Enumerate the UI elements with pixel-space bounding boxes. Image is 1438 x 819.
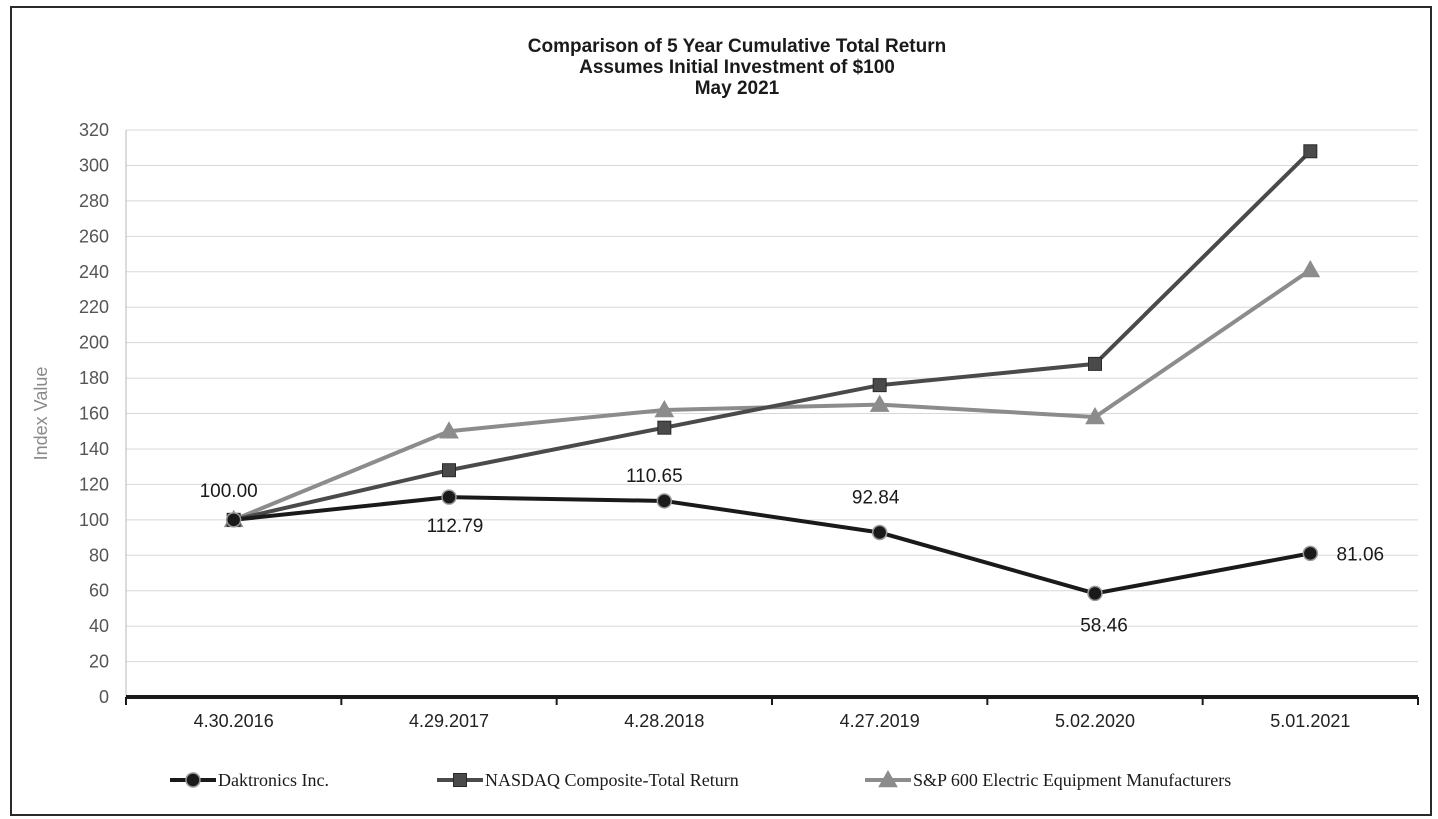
title-line-3: May 2021	[695, 78, 780, 99]
data-label: 100.00	[200, 481, 258, 502]
y-tick-label: 40	[89, 616, 109, 636]
x-tick-label: 4.29.2017	[409, 711, 489, 731]
data-point-square	[657, 420, 672, 435]
series-square	[226, 144, 1318, 527]
legend-swatch-marker	[185, 772, 201, 788]
chart-frame	[10, 6, 1432, 816]
y-tick-label: 200	[79, 333, 109, 353]
legend-item-circle: Daktronics Inc.	[170, 770, 329, 790]
y-tick-label: 20	[89, 652, 109, 672]
data-label: 110.65	[626, 466, 683, 487]
x-tick-label: 5.02.2020	[1055, 711, 1135, 731]
data-point-circle	[1087, 585, 1103, 602]
data-point-triangle	[654, 399, 675, 418]
data-point-square	[872, 378, 887, 393]
y-tick-label: 300	[79, 155, 109, 175]
title-line-2: Assumes Initial Investment of $100	[579, 57, 895, 78]
data-point-square	[442, 463, 456, 478]
x-tick-label: 4.28.2018	[624, 711, 704, 731]
y-tick-label: 320	[79, 120, 109, 140]
series-lines	[223, 144, 1321, 602]
series-line-square	[233, 149, 1312, 522]
y-tick-label: 120	[79, 474, 109, 494]
data-point-circle	[871, 524, 888, 541]
chart-title: Comparison of 5 Year Cumulative Total Re…	[528, 36, 946, 99]
legend-label: S&P 600 Electric Equipment Manufacturers	[913, 770, 1231, 790]
data-point-circle	[1302, 545, 1319, 562]
legend-label: Daktronics Inc.	[218, 770, 329, 790]
y-tick-label: 160	[79, 404, 109, 424]
legend-label: NASDAQ Composite-Total Return	[485, 770, 739, 790]
series-triangle	[223, 259, 1321, 528]
x-tick-label: 4.30.2016	[194, 711, 274, 731]
x-tick-label: 4.27.2019	[840, 711, 920, 731]
x-axis: 4.30.2016 4.29.2017 4.28.2018 4.27.2019 5.02…	[125, 695, 1419, 731]
y-tick-label: 140	[79, 439, 109, 459]
y-tick-label: 80	[89, 545, 109, 565]
gridlines	[126, 129, 1418, 663]
data-label: 112.79	[427, 516, 484, 537]
data-point-square	[1088, 356, 1102, 371]
data-label: 92.84	[852, 487, 900, 508]
y-axis: 0 20 40 60 80 100 120 140 160 180 200 220 240 260 280 3…	[31, 120, 127, 707]
data-point-circle	[656, 493, 673, 509]
title-line-1: Comparison of 5 Year Cumulative Total Re…	[528, 36, 946, 57]
data-point-circle	[225, 512, 242, 528]
data-point-triangle	[1085, 407, 1105, 425]
y-tick-label: 100	[79, 510, 109, 530]
series-line-circle	[233, 495, 1311, 596]
x-tick-label: 5.01.2021	[1270, 711, 1350, 731]
legend-swatch-marker	[878, 769, 898, 788]
legend-item-triangle: S&P 600 Electric Equipment Manufacturers	[865, 769, 1231, 790]
series-circle	[225, 489, 1319, 602]
y-tick-label: 0	[99, 687, 109, 707]
legend: Daktronics Inc. NASDAQ Composite-Total Re…	[170, 769, 1231, 790]
y-tick-label: 60	[89, 581, 109, 601]
data-label: 81.06	[1337, 544, 1385, 565]
y-tick-label: 220	[79, 297, 109, 317]
y-tick-label: 240	[79, 262, 109, 282]
y-tick-label: 180	[79, 368, 109, 388]
y-tick-label: 280	[79, 191, 109, 211]
legend-item-square: NASDAQ Composite-Total Return	[437, 770, 739, 790]
data-label: 58.46	[1080, 615, 1128, 636]
legend-swatch-marker	[453, 773, 467, 787]
data-point-triangle	[869, 394, 890, 412]
data-point-triangle	[1300, 259, 1321, 278]
y-axis-label: Index Value	[31, 367, 51, 461]
data-point-circle	[441, 489, 457, 505]
y-tick-label: 260	[79, 226, 109, 246]
data-labels: 100.00 112.79 110.65 92.84 58.46 81.06	[200, 466, 1385, 636]
data-point-triangle	[439, 421, 459, 439]
data-point-square	[1303, 144, 1318, 159]
